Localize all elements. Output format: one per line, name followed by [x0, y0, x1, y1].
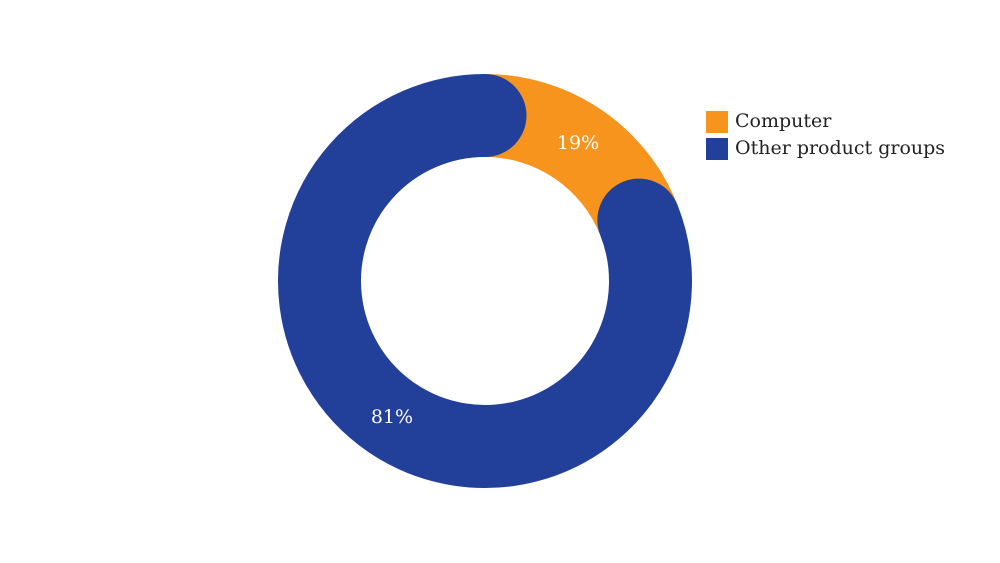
- legend-swatch: [706, 138, 728, 160]
- data-label: 19%: [557, 132, 599, 154]
- legend-label: Computer: [735, 110, 832, 132]
- donut-segment: [278, 74, 692, 488]
- legend-swatch: [706, 111, 728, 133]
- legend-label: Other product groups: [735, 137, 945, 159]
- data-label: 81%: [371, 406, 413, 428]
